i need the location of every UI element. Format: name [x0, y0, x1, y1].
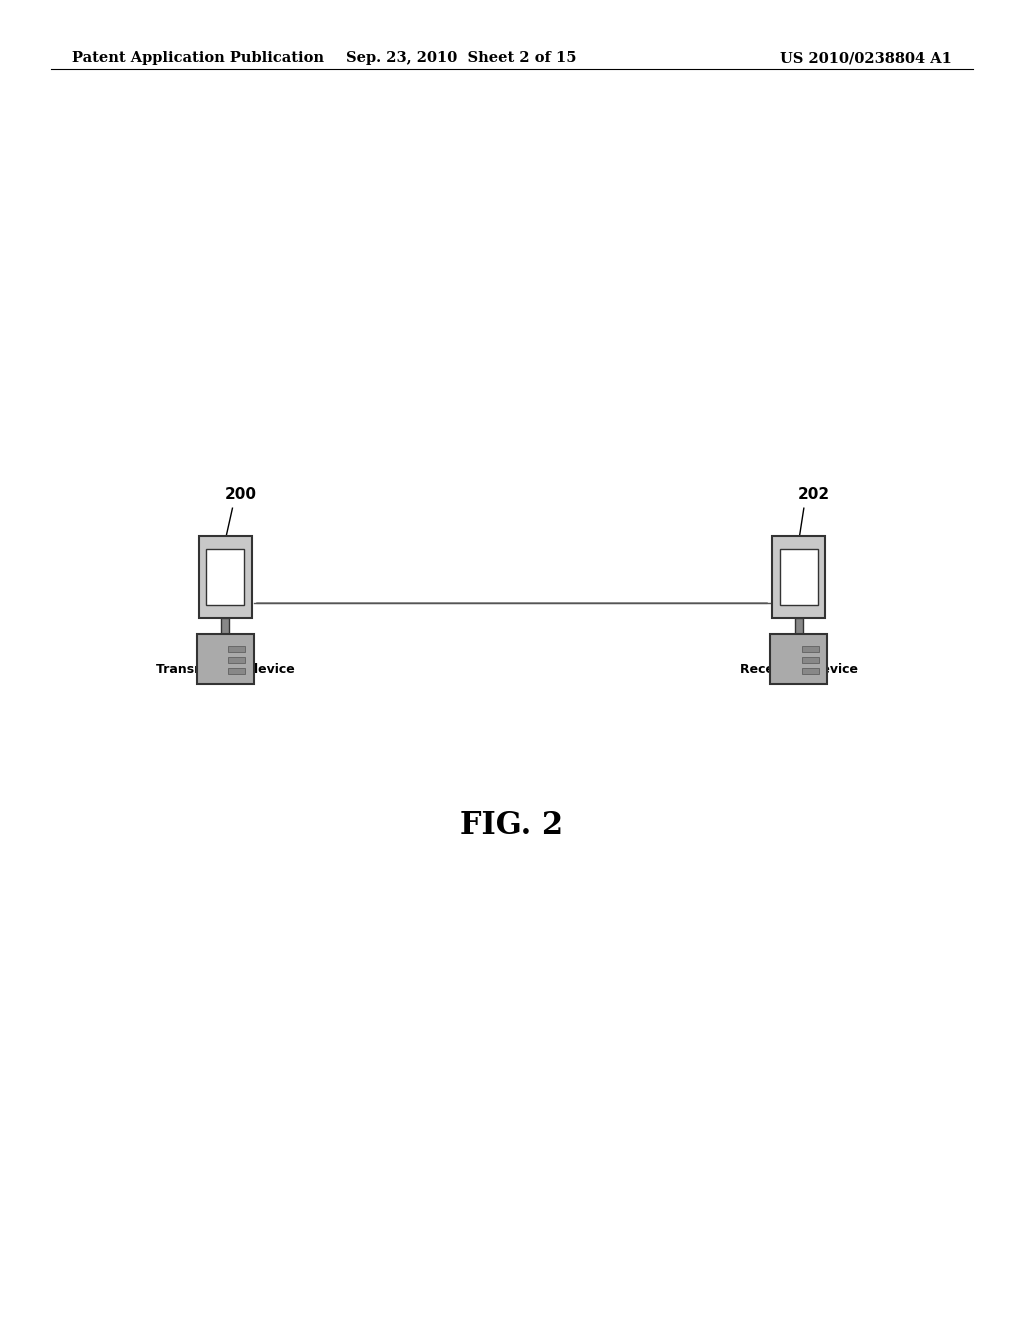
Text: FIG. 2: FIG. 2	[461, 809, 563, 841]
FancyBboxPatch shape	[206, 549, 245, 605]
Text: Transmitting device: Transmitting device	[156, 663, 295, 676]
FancyBboxPatch shape	[772, 536, 825, 618]
FancyBboxPatch shape	[802, 645, 819, 652]
Text: Sep. 23, 2010  Sheet 2 of 15: Sep. 23, 2010 Sheet 2 of 15	[345, 51, 577, 65]
FancyBboxPatch shape	[199, 536, 252, 618]
Text: Patent Application Publication: Patent Application Publication	[72, 51, 324, 65]
FancyBboxPatch shape	[197, 634, 254, 684]
FancyBboxPatch shape	[795, 618, 803, 634]
Text: 200: 200	[224, 487, 257, 502]
FancyBboxPatch shape	[228, 668, 246, 673]
Text: Receiving device: Receiving device	[739, 663, 858, 676]
FancyBboxPatch shape	[228, 656, 246, 663]
Text: 202: 202	[798, 487, 830, 502]
FancyBboxPatch shape	[770, 634, 827, 684]
FancyBboxPatch shape	[779, 549, 818, 605]
FancyBboxPatch shape	[228, 645, 246, 652]
FancyBboxPatch shape	[802, 656, 819, 663]
FancyBboxPatch shape	[221, 618, 229, 634]
FancyBboxPatch shape	[802, 668, 819, 673]
Text: US 2010/0238804 A1: US 2010/0238804 A1	[780, 51, 952, 65]
